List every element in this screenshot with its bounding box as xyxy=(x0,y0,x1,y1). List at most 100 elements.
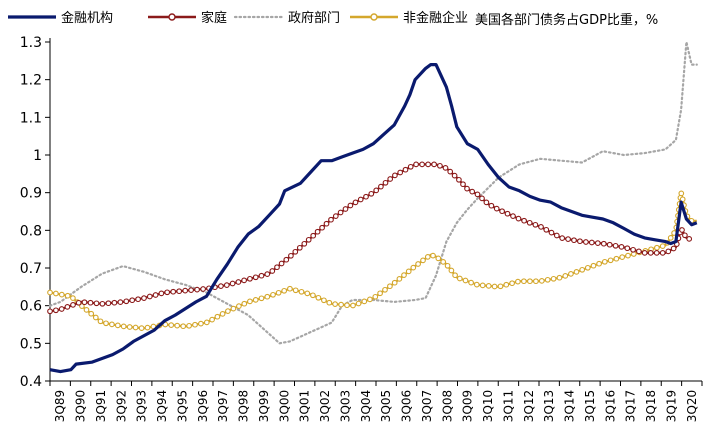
series-marker xyxy=(387,176,394,182)
series-marker xyxy=(357,196,364,203)
series-marker xyxy=(641,250,648,256)
series-marker xyxy=(630,246,636,253)
series-marker xyxy=(355,300,362,307)
series-marker xyxy=(509,280,515,287)
series-marker xyxy=(479,282,486,289)
series-marker xyxy=(79,303,85,309)
series-marker xyxy=(607,257,614,264)
series-marker xyxy=(198,320,204,327)
legend-marker xyxy=(168,13,176,21)
series-marker xyxy=(152,292,159,298)
series-marker xyxy=(258,272,265,279)
series-marker xyxy=(319,224,325,231)
series-marker xyxy=(305,236,312,243)
series-marker xyxy=(515,278,521,285)
series-marker xyxy=(194,286,200,293)
series-marker xyxy=(87,299,94,306)
plot-area xyxy=(47,40,698,374)
series-marker xyxy=(679,227,685,233)
series-marker xyxy=(415,261,421,267)
series-marker xyxy=(565,236,571,242)
series-marker xyxy=(440,259,447,265)
series-marker xyxy=(347,202,354,209)
series-marker xyxy=(460,181,466,188)
series-marker xyxy=(247,298,253,305)
series-marker xyxy=(70,295,76,301)
legend-item: 政府部门 xyxy=(233,11,340,26)
series-marker xyxy=(235,279,242,285)
series-marker xyxy=(363,193,369,200)
series-marker xyxy=(83,307,90,313)
x-tick-label: 3Q09 xyxy=(461,390,475,422)
series-marker xyxy=(58,306,65,312)
series-marker xyxy=(99,300,106,307)
series-marker xyxy=(47,308,53,315)
series-marker xyxy=(442,165,449,171)
series-marker xyxy=(176,288,183,295)
series-marker xyxy=(678,190,685,197)
series-marker xyxy=(430,252,436,259)
series-marker xyxy=(258,295,265,302)
series-marker xyxy=(618,244,625,250)
series-marker xyxy=(270,291,276,298)
series-marker xyxy=(619,254,626,260)
x-tick-label: 3Q05 xyxy=(379,390,393,422)
series-marker xyxy=(135,296,141,303)
x-tick-label: 3Q18 xyxy=(644,390,658,422)
series-marker xyxy=(275,289,282,296)
series-marker xyxy=(180,323,187,330)
series-marker xyxy=(396,276,403,282)
series-2 xyxy=(48,40,698,345)
legend: 金融机构 家庭 政府部门 非金融企业 xyxy=(8,10,468,26)
series-marker xyxy=(510,213,516,219)
y-axis: 0.4 0.5 0.6 0.7 0.8 0.9 1 1.1 1.2 1.3 xyxy=(20,35,51,390)
series-marker xyxy=(292,287,299,294)
y-tick-label: 1.3 xyxy=(20,35,42,51)
series-marker xyxy=(491,283,498,290)
series-marker xyxy=(264,293,271,300)
unit-note: 美国各部门债务占GDP比重，% xyxy=(475,12,658,28)
series-marker xyxy=(81,299,88,306)
series-marker xyxy=(298,288,305,295)
series-line xyxy=(49,191,697,330)
series-marker xyxy=(283,256,290,263)
series-marker xyxy=(75,299,82,306)
series-marker xyxy=(123,298,130,305)
series-marker xyxy=(624,245,631,252)
series-marker xyxy=(373,187,380,194)
series-marker xyxy=(469,188,476,195)
y-tick-label: 0.9 xyxy=(20,186,42,202)
x-tick-label: 3Q07 xyxy=(420,390,434,422)
series-marker xyxy=(367,296,373,303)
series-marker xyxy=(230,305,237,312)
series-marker xyxy=(288,252,294,259)
series-marker xyxy=(468,279,474,286)
series-marker xyxy=(292,248,299,255)
series-marker xyxy=(252,297,259,303)
x-tick-label: 3Q94 xyxy=(155,390,169,422)
series-marker xyxy=(483,199,490,206)
series-marker xyxy=(464,185,470,192)
series-marker xyxy=(556,274,563,281)
series-marker xyxy=(310,232,317,239)
series-marker xyxy=(53,307,59,314)
series-marker xyxy=(105,300,112,307)
legend-marker xyxy=(370,13,378,21)
series-marker xyxy=(419,161,425,168)
series-marker xyxy=(499,208,505,215)
y-tick-label: 1.2 xyxy=(20,73,42,89)
series-marker xyxy=(203,319,210,326)
series-marker xyxy=(92,314,99,321)
series-marker xyxy=(584,264,591,271)
series-marker xyxy=(120,323,127,330)
x-tick-label: 3Q96 xyxy=(196,390,210,422)
series-marker xyxy=(474,191,481,198)
series-marker xyxy=(168,322,175,328)
series-marker xyxy=(543,226,550,233)
series-marker xyxy=(488,202,495,209)
series-marker xyxy=(47,289,53,296)
x-tick-label: 3Q91 xyxy=(94,390,108,422)
series-marker xyxy=(590,262,597,269)
x-tick-label: 3Q04 xyxy=(359,390,373,422)
series-marker xyxy=(138,325,145,331)
